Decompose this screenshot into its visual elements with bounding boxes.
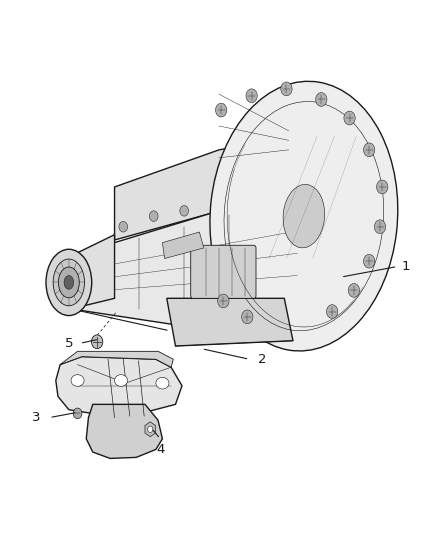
Circle shape	[344, 111, 355, 125]
Circle shape	[215, 103, 227, 117]
Circle shape	[73, 408, 82, 419]
Ellipse shape	[58, 267, 79, 298]
Ellipse shape	[210, 82, 398, 351]
Circle shape	[377, 180, 388, 194]
Circle shape	[119, 221, 127, 232]
Ellipse shape	[53, 259, 85, 306]
Text: 3: 3	[32, 411, 40, 424]
Ellipse shape	[71, 375, 84, 386]
Text: 1: 1	[402, 260, 410, 273]
Circle shape	[374, 220, 386, 233]
Ellipse shape	[156, 377, 169, 389]
Circle shape	[246, 89, 257, 103]
Circle shape	[281, 82, 292, 96]
Circle shape	[364, 254, 375, 268]
Ellipse shape	[46, 249, 92, 316]
Text: 5: 5	[64, 337, 73, 350]
Polygon shape	[145, 422, 155, 437]
Polygon shape	[71, 198, 297, 330]
Polygon shape	[71, 235, 115, 309]
Polygon shape	[115, 134, 358, 240]
Circle shape	[92, 335, 103, 349]
Circle shape	[149, 211, 158, 221]
Circle shape	[326, 305, 338, 318]
Circle shape	[148, 426, 153, 432]
Circle shape	[218, 294, 229, 308]
FancyBboxPatch shape	[191, 245, 256, 298]
Polygon shape	[60, 351, 173, 367]
Circle shape	[364, 143, 375, 157]
Circle shape	[316, 93, 327, 107]
Circle shape	[242, 310, 253, 324]
Polygon shape	[167, 298, 293, 346]
Polygon shape	[86, 405, 162, 458]
Circle shape	[348, 284, 360, 297]
Ellipse shape	[283, 184, 325, 248]
Text: 4: 4	[156, 443, 164, 456]
Ellipse shape	[64, 276, 74, 289]
Text: 2: 2	[258, 353, 267, 366]
Ellipse shape	[115, 375, 127, 386]
Polygon shape	[56, 357, 182, 415]
Circle shape	[180, 206, 188, 216]
Polygon shape	[162, 232, 204, 259]
